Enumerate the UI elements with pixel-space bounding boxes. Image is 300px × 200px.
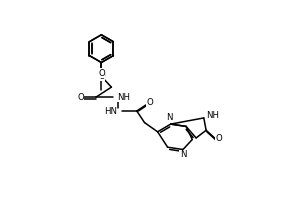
Text: N: N	[180, 150, 186, 159]
Text: O: O	[98, 69, 105, 78]
Text: N: N	[166, 113, 172, 122]
Text: HN: HN	[104, 107, 117, 116]
Text: O: O	[98, 72, 105, 81]
Text: O: O	[215, 134, 222, 143]
Text: O: O	[77, 93, 84, 102]
Text: NH: NH	[206, 111, 219, 120]
Text: O: O	[146, 98, 153, 107]
Text: NH: NH	[118, 93, 130, 102]
